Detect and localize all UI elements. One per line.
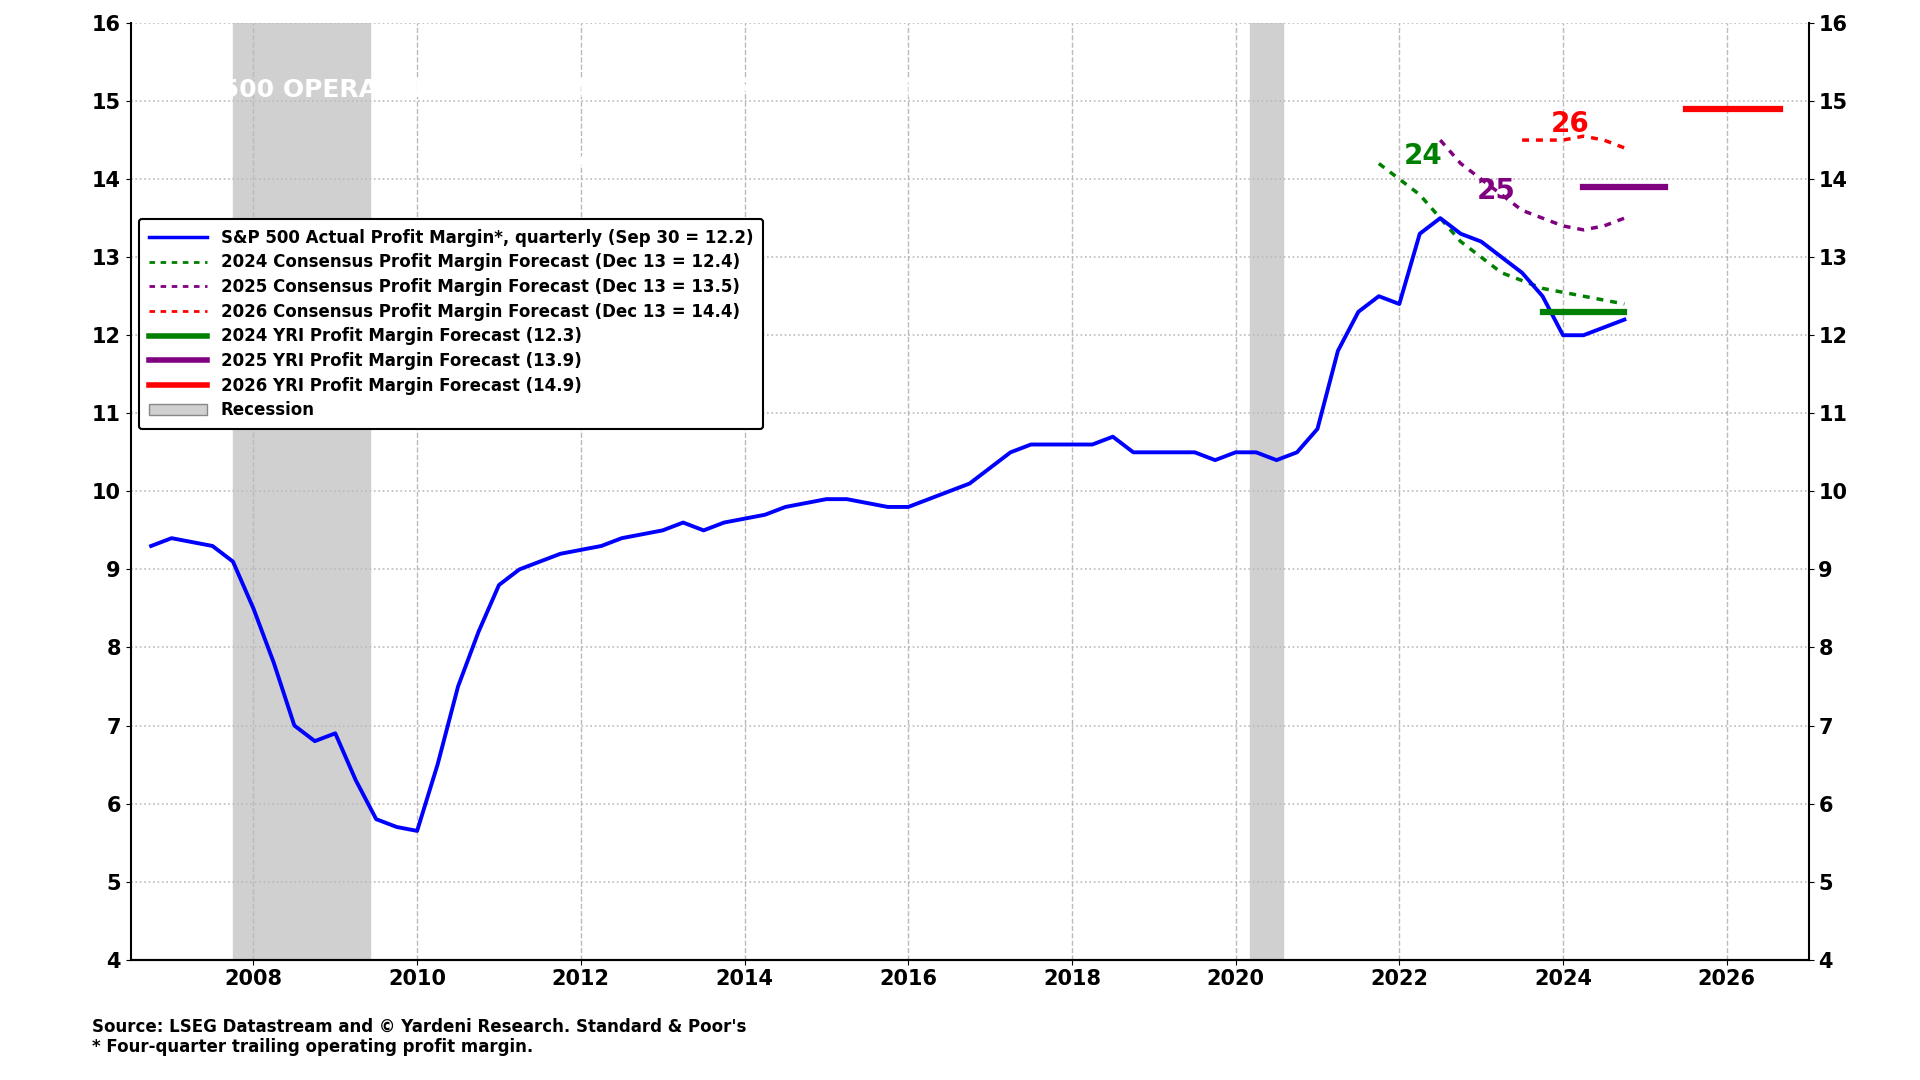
Text: 25: 25 <box>1476 177 1517 204</box>
Text: 26: 26 <box>1551 110 1590 138</box>
Bar <box>232 23 371 960</box>
Bar <box>1250 23 1283 960</box>
Legend: S&P 500 Actual Profit Margin*, quarterly (Sep 30 = 12.2), 2024 Consensus Profit : S&P 500 Actual Profit Margin*, quarterly… <box>138 218 762 430</box>
Text: Source: LSEG Datastream and © Yardeni Research. Standard & Poor's
* Four-quarter: Source: LSEG Datastream and © Yardeni Re… <box>92 1017 747 1056</box>
Text: 24: 24 <box>1404 141 1442 170</box>
